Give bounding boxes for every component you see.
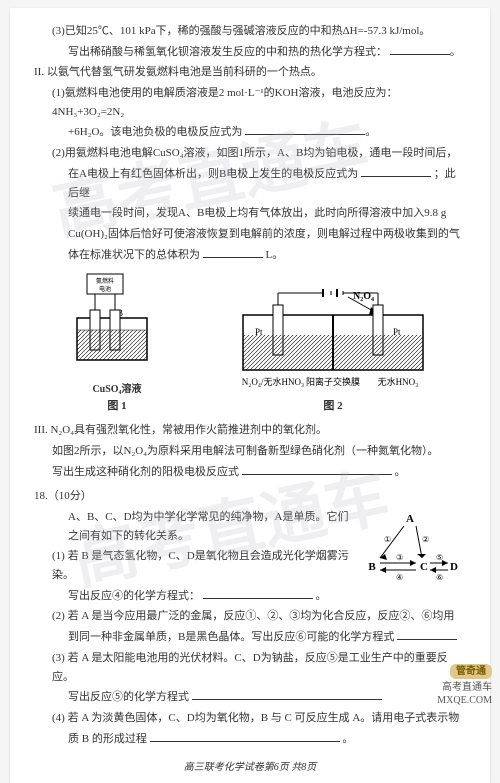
q2-p2a: (2)用氨燃料电池电解CuSO₄溶液，如图1所示，A、B均为铂电极，通电一段时间… <box>34 144 466 163</box>
q3iii-b: 如图2所示，以N₂O₄为原料采用电解法可制备新型绿色硝化剂（一种氮氧化物）。 <box>34 442 466 461</box>
fig2-right: 无水HNO₃ <box>378 376 419 387</box>
q2-p2d: 续通电一段时间，发现A、B电极上均有气体放出，此时向所得溶液中加入9.8 g <box>34 204 466 223</box>
q18-p4b-row: 质 B 的形成过程 。 <box>34 730 466 749</box>
q2-p2e: Cu(OH)₂固体后恰好可使溶液恢复到电解前的浓度，则电解过程中两极收集到的气 <box>34 225 466 244</box>
q2-p2f: 体在标准状况下的总体积为 <box>68 249 200 261</box>
q18-p4b: 质 B 的形成过程 <box>68 733 147 745</box>
q2-p2b: 在A电极上有红色固体析出，则B电极上发生的电极反应式为 <box>68 168 358 180</box>
fig1-cell-label: 氨燃料 <box>96 277 114 285</box>
q2-p2g: L。 <box>266 249 284 261</box>
corner-sub2: MXQE.COM <box>437 695 492 706</box>
q18-p4c: 。 <box>342 733 353 745</box>
fig1-solution: CuSO₄溶液 <box>57 380 177 395</box>
blank <box>203 587 313 599</box>
q18-head: 18.（10分） <box>34 487 466 506</box>
blank <box>242 463 392 475</box>
q2-p2b-row: 在A电极上有红色固体析出，则B电极上发生的电极反应式为 ；此后继 <box>34 165 466 202</box>
q18-p3b-row: 写出反应⑤的化学方程式 <box>34 688 466 707</box>
figure-1: 氨燃料 电池 A B CuSO₄溶液 <box>57 270 177 395</box>
q18-p4a: (4) 若 A 为淡黄色固体，C、D均为氧化物，B 与 C 可反应生成 A。请用… <box>34 709 466 728</box>
q3-task: 写出稀硝酸与稀氢氧化钡溶液发生反应的中和热的热化学方程式： 。 <box>34 43 466 62</box>
svg-text:⑤: ⑤ <box>436 553 443 562</box>
fig2-svg: N₂O₄ Pt Pt <box>223 285 443 395</box>
corner-sub1: 高考直通车 <box>442 682 492 693</box>
q18-p2b: 到同一种非金属单质，B是黑色晶体。写出反应⑥可能的化学方程式 <box>68 631 394 643</box>
corner-brand: 管奇通 高考直通车 MXQE.COM <box>437 664 492 707</box>
blank <box>192 688 382 700</box>
svg-text:B: B <box>368 561 376 573</box>
fig2-left: N₂O₄/无水HNO₃ <box>242 376 304 387</box>
fig-captions: 图 1 图 2 <box>34 397 466 413</box>
svg-text:①: ① <box>384 535 391 544</box>
q3iii-c: 写出生成这种硝化剂的阳极电极反应式 <box>52 466 239 478</box>
fig2-mid: 阳离子交换膜 <box>306 376 360 387</box>
q18-p1b: 写出反应④的化学方程式： <box>68 590 200 602</box>
exam-page: 高考直通车 高考直通车 (3)已知25℃、101 kPa下，稀的强酸与强碱溶液反… <box>10 8 490 783</box>
blank <box>397 628 457 640</box>
q18-p1c: 。 <box>316 590 327 602</box>
q2-p2f-row: 体在标准状况下的总体积为 L。 <box>34 246 466 265</box>
blank <box>390 43 450 55</box>
q3iii-a: III. N₂O₄具有强烈氧化性，常被用作火箭推进剂中的氧化剂。 <box>34 421 466 440</box>
blank <box>361 165 431 177</box>
q2-title: II. 以氨气代替氢气研发氨燃料电池是当前科研的一个热点。 <box>34 63 466 82</box>
page-footer: 高三联考化学试卷第6页 共8页 <box>34 758 466 773</box>
figure-2: N₂O₄ Pt Pt <box>223 285 443 395</box>
q18-p3b: 写出反应⑤的化学方程式 <box>68 691 189 703</box>
triangle-diagram: A B C D ① ② ③ ④ ⑤ ⑥ <box>360 510 460 580</box>
blank <box>203 246 263 258</box>
blank <box>150 730 340 742</box>
svg-text:A: A <box>406 513 414 525</box>
svg-text:电池: 电池 <box>99 285 111 293</box>
q3iii-c-row: 写出生成这种硝化剂的阳极电极反应式 。 <box>34 463 466 482</box>
q3-task-text: 写出稀硝酸与稀氢氧化钡溶液发生反应的中和热的热化学方程式： <box>68 46 387 58</box>
svg-text:⑥: ⑥ <box>436 573 443 580</box>
svg-text:③: ③ <box>396 553 403 562</box>
fig1-caption: 图 1 <box>57 397 177 413</box>
svg-text:C: C <box>420 561 428 573</box>
fig1-svg: 氨燃料 电池 A B <box>57 270 177 380</box>
fig2-caption: 图 2 <box>223 397 443 413</box>
q18-p1b-row: 写出反应④的化学方程式： 。 <box>34 587 466 606</box>
q2-p1b-row: +6H₂O。该电池负极的电极反应式为 。 <box>34 123 466 142</box>
q3-intro: (3)已知25℃、101 kPa下，稀的强酸与强碱溶液反应的中和热ΔH=-57.… <box>34 22 466 41</box>
q18-p2a: (2) 若 A 是当今应用最广泛的金属，反应①、②、③均为化合反应，反应②、⑥均… <box>34 607 466 626</box>
q3iii-d: 。 <box>395 466 406 478</box>
figures-row: 氨燃料 电池 A B CuSO₄溶液 N₂O₄ <box>34 270 466 395</box>
svg-text:②: ② <box>422 535 429 544</box>
q18-p3a: (3) 若 A 是太阳能电池用的光伏材料。C、D为钠盐，反应⑤是工业生产中的重要… <box>34 649 466 686</box>
corner-logo: 管奇通 <box>450 664 492 679</box>
svg-text:D: D <box>450 561 458 573</box>
q2-p1b: +6H₂O。该电池负极的电极反应式为 <box>68 126 242 138</box>
blank <box>245 123 365 135</box>
q2-p1a: (1)氨燃料电池使用的电解质溶液是2 mol·L⁻¹的KOH溶液，电池反应为：4… <box>34 84 466 121</box>
svg-text:④: ④ <box>396 573 403 580</box>
q18-p2b-row: 到同一种非金属单质，B是黑色晶体。写出反应⑥可能的化学方程式 <box>34 628 466 647</box>
